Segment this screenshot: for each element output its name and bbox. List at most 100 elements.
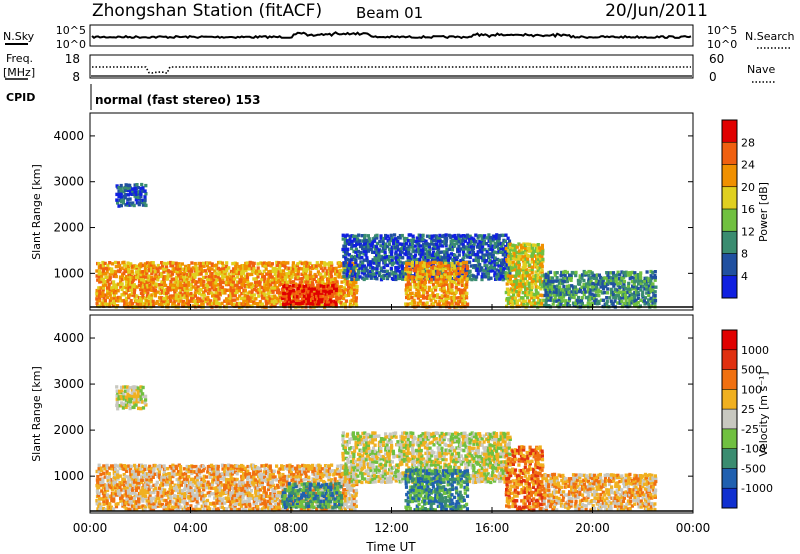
data-cell bbox=[196, 481, 200, 485]
data-cell bbox=[451, 238, 455, 243]
data-cell bbox=[270, 278, 274, 282]
data-cell bbox=[420, 280, 424, 284]
data-cell bbox=[179, 469, 183, 474]
data-cell bbox=[127, 478, 131, 482]
data-cell bbox=[133, 285, 137, 289]
data-cell bbox=[466, 255, 470, 259]
colorbar-segment bbox=[722, 186, 737, 209]
data-cell bbox=[504, 290, 508, 295]
data-cell bbox=[406, 239, 410, 243]
data-cell bbox=[213, 504, 217, 508]
data-cell bbox=[266, 288, 270, 292]
data-cell bbox=[430, 272, 434, 276]
data-cell bbox=[234, 264, 238, 268]
data-cell bbox=[143, 474, 147, 478]
data-cell bbox=[174, 261, 178, 265]
data-cell bbox=[348, 237, 352, 241]
data-cell bbox=[277, 270, 281, 274]
data-cell bbox=[147, 501, 151, 505]
data-cell bbox=[260, 285, 264, 290]
data-cell bbox=[208, 277, 212, 282]
data-cell bbox=[190, 269, 194, 273]
data-cell bbox=[124, 291, 128, 295]
data-cell bbox=[350, 272, 354, 276]
data-cell bbox=[613, 287, 617, 292]
data-cell bbox=[139, 287, 143, 292]
data-cell bbox=[408, 262, 412, 266]
data-cell bbox=[306, 264, 310, 268]
data-cell bbox=[406, 288, 410, 293]
data-cell bbox=[258, 473, 262, 477]
data-cell bbox=[571, 285, 576, 289]
data-cell bbox=[279, 269, 283, 273]
data-cell bbox=[134, 275, 139, 279]
data-cell bbox=[647, 287, 651, 292]
data-cell bbox=[363, 233, 367, 238]
data-cell bbox=[319, 284, 323, 288]
data-cell bbox=[279, 280, 283, 284]
data-cell bbox=[395, 241, 399, 246]
data-cell bbox=[383, 250, 387, 255]
data-cell bbox=[307, 297, 311, 301]
data-cell bbox=[220, 472, 224, 476]
data-cell bbox=[348, 291, 352, 295]
data-cell bbox=[425, 277, 430, 281]
data-cell bbox=[495, 261, 499, 266]
data-cell bbox=[217, 283, 221, 287]
data-cell bbox=[160, 285, 164, 290]
data-cell bbox=[139, 190, 143, 194]
data-cell bbox=[478, 268, 482, 273]
data-cell bbox=[194, 475, 198, 480]
data-cell bbox=[283, 302, 287, 306]
data-cell bbox=[108, 502, 112, 506]
data-cell bbox=[262, 288, 266, 293]
data-cell bbox=[434, 285, 438, 289]
data-cell bbox=[157, 302, 161, 306]
data-cell bbox=[375, 266, 379, 271]
data-cell bbox=[436, 281, 440, 285]
data-cell bbox=[162, 464, 166, 468]
data-cell bbox=[129, 285, 133, 289]
data-cell bbox=[572, 288, 576, 292]
data-cell bbox=[415, 277, 419, 281]
data-cell bbox=[149, 496, 153, 501]
data-cell bbox=[618, 281, 622, 285]
data-cell bbox=[493, 263, 497, 267]
data-cell bbox=[156, 464, 160, 469]
data-cell bbox=[270, 275, 274, 279]
data-cell bbox=[339, 289, 343, 293]
data-cell bbox=[457, 244, 461, 249]
data-cell bbox=[576, 278, 580, 283]
data-cell bbox=[536, 285, 540, 289]
data-cell bbox=[310, 274, 314, 279]
colorbar-tick-label: 16 bbox=[741, 203, 755, 216]
data-cell bbox=[362, 239, 366, 243]
data-cell bbox=[578, 279, 582, 284]
data-cell bbox=[552, 290, 557, 294]
data-cell bbox=[185, 464, 189, 469]
data-cell bbox=[116, 464, 120, 468]
data-cell bbox=[589, 279, 593, 284]
data-cell bbox=[339, 301, 343, 305]
data-cell bbox=[426, 255, 430, 259]
data-cell bbox=[372, 261, 376, 265]
data-cell bbox=[489, 269, 493, 273]
data-cell bbox=[104, 272, 108, 276]
data-cell bbox=[217, 297, 221, 301]
data-cell bbox=[303, 288, 307, 293]
data-cell bbox=[229, 288, 233, 293]
data-cell bbox=[363, 236, 367, 240]
data-cell bbox=[459, 259, 463, 263]
data-cell bbox=[127, 475, 131, 479]
data-cell bbox=[141, 504, 145, 508]
data-cell bbox=[465, 264, 469, 269]
data-cell bbox=[549, 285, 553, 289]
data-cell bbox=[323, 266, 327, 270]
data-cell bbox=[383, 258, 387, 262]
data-cell bbox=[476, 242, 480, 247]
data-cell bbox=[302, 284, 306, 289]
data-cell bbox=[519, 243, 523, 247]
data-cell bbox=[306, 277, 310, 281]
data-cell bbox=[462, 297, 466, 301]
data-cell bbox=[206, 505, 210, 509]
